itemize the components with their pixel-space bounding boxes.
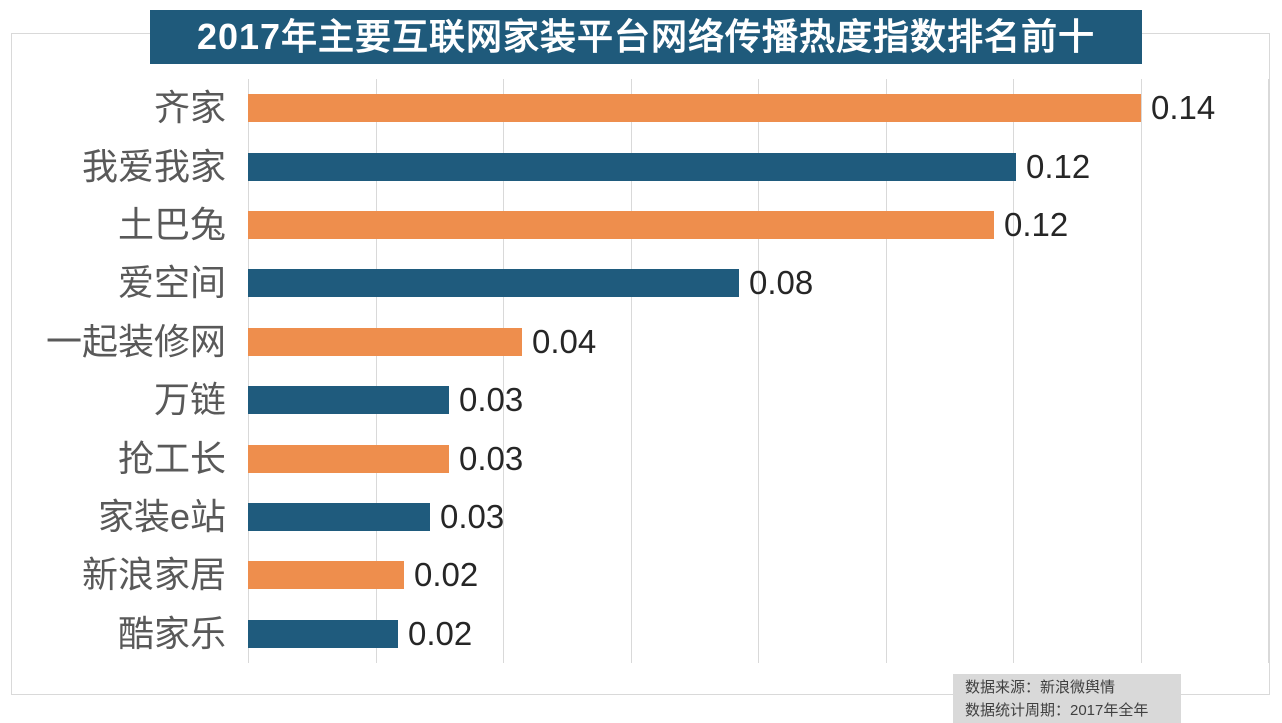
bar [248,153,1016,181]
category-label: 土巴兔 [117,204,226,245]
chart-plot-frame [11,33,1270,695]
gridline [886,79,887,663]
category-label: 我爱我家 [81,146,226,187]
gridline [758,79,759,663]
category-label: 新浪家居 [81,554,226,595]
bar [248,94,1141,122]
bar [248,211,994,239]
gridline [631,79,632,663]
bar [248,269,739,297]
category-label: 齐家 [153,87,226,128]
source-note: 数据来源：新浪微舆情 数据统计周期：2017年全年 [953,674,1181,723]
value-label: 0.03 [459,440,524,477]
source-line-2: 数据统计周期：2017年全年 [965,702,1149,719]
gridline [376,79,377,663]
value-label: 0.04 [532,323,597,360]
value-label: 0.02 [408,615,473,652]
value-label: 0.12 [1004,206,1069,243]
value-label: 0.02 [414,556,479,593]
category-label: 酷家乐 [117,613,226,654]
category-label: 一起装修网 [45,321,226,362]
category-label: 爱空间 [117,262,226,303]
chart-title: 2017年主要互联网家装平台网络传播热度指数排名前十 [150,10,1142,64]
gridline [1013,79,1014,663]
gridline [503,79,504,663]
category-label: 家装e站 [97,496,226,537]
gridline [248,79,249,663]
value-label: 0.08 [749,264,814,301]
bar [248,503,430,531]
gridline [1268,79,1269,663]
bar [248,445,449,473]
bar [248,386,449,414]
bar [248,328,522,356]
bar [248,561,404,589]
value-label: 0.03 [459,381,524,418]
value-label: 0.03 [440,498,505,535]
gridline [1141,79,1142,663]
category-label: 抢工长 [117,438,226,479]
value-label: 0.14 [1151,89,1216,126]
category-label: 万链 [153,379,226,420]
bar [248,620,398,648]
value-label: 0.12 [1026,148,1091,185]
source-line-1: 数据来源：新浪微舆情 [965,679,1116,696]
